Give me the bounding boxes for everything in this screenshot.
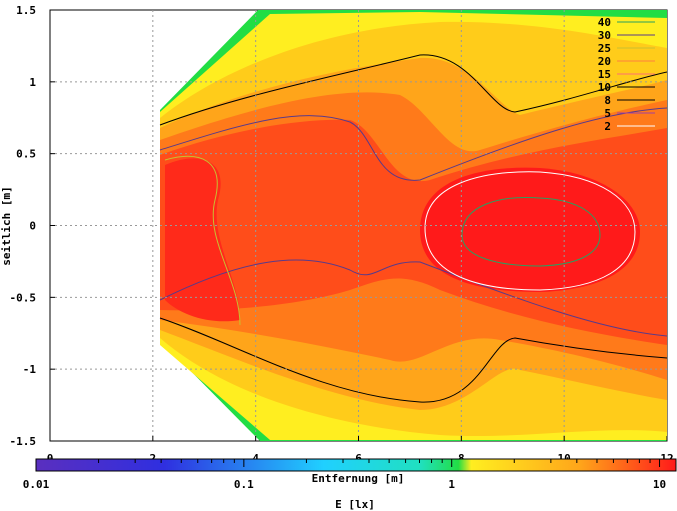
y-tick-label: -1	[23, 363, 37, 376]
y-tick-label: 1	[29, 76, 36, 89]
legend-label: 5	[604, 107, 611, 120]
contour-lines	[159, 54, 667, 403]
contour-outer-top	[159, 54, 667, 126]
legend-label: 15	[598, 68, 611, 81]
legend-label: 10	[598, 81, 611, 94]
band-max-left	[165, 158, 240, 322]
legend-label: 25	[598, 42, 611, 55]
colorbar-ticks: 0.01 0.1 1 10	[23, 459, 666, 491]
contour-inner-top	[159, 107, 667, 181]
colorbar	[35, 458, 677, 472]
y-tick-label: 1.5	[16, 4, 36, 17]
y-axis-label: seitlich [m]	[0, 186, 13, 265]
legend-label: 2	[604, 120, 611, 133]
contour-inner-bottom	[159, 259, 667, 337]
y-tick-label: 0	[29, 220, 36, 233]
heatmap-field	[160, 10, 667, 441]
x-axis-label: Entfernung [m]	[312, 472, 405, 485]
contour-left-loop	[164, 155, 241, 326]
y-tick-label: -0.5	[10, 291, 37, 304]
contour-peak-core	[461, 197, 601, 267]
y-tick-label: -1.5	[10, 435, 37, 448]
contour-peak	[424, 171, 636, 291]
colorbar-tick-label: 0.1	[234, 478, 254, 491]
legend-label: 20	[598, 55, 611, 68]
y-axis: 1.5 1 0.5 0 -0.5 -1 -1.5	[10, 4, 55, 448]
y-tick-label: 0.5	[16, 148, 36, 161]
colorbar-tick-label: 0.01	[23, 478, 50, 491]
contour-outer-bottom	[159, 317, 667, 403]
colorbar-label: E [lx]	[335, 498, 375, 511]
legend-label: 8	[604, 94, 611, 107]
grid-lines	[50, 10, 667, 441]
band-max	[420, 167, 640, 292]
colorbar-tick-label: 1	[448, 478, 455, 491]
colorbar-tick-label: 10	[653, 478, 666, 491]
legend-label: 30	[598, 29, 611, 42]
legend-label: 40	[598, 16, 611, 29]
